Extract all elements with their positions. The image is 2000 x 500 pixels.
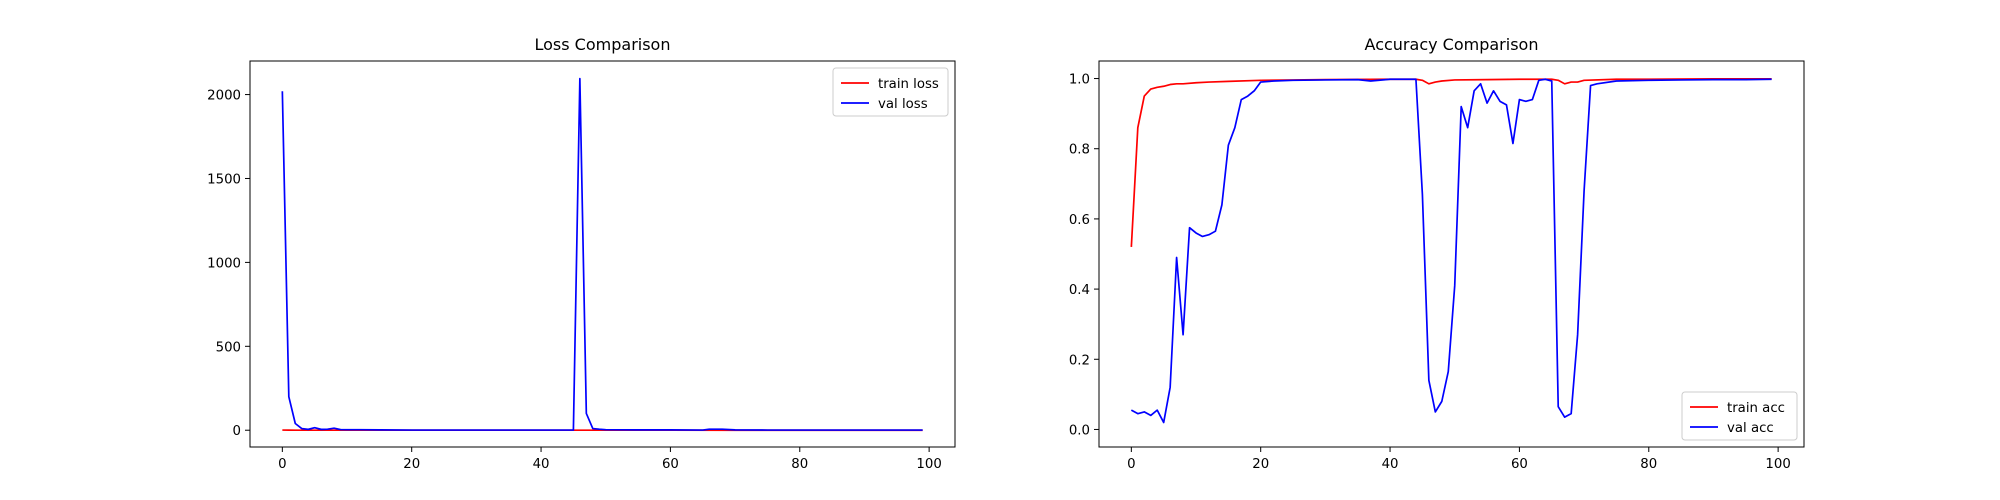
plot-frame	[1098, 60, 1805, 448]
x-tick-label: 20	[403, 457, 420, 472]
y-tick-label: 1.0	[1069, 73, 1090, 88]
x-tick-label: 100	[916, 457, 941, 472]
x-tick-label: 80	[791, 457, 808, 472]
accuracy-chart: Accuracy Comparison 0 20 40 60 80 100 0.0 0.2 0.4…	[1069, 35, 1805, 472]
y-tick-label: 0.4	[1069, 283, 1090, 298]
x-tick-label: 100	[1765, 457, 1790, 472]
y-tick-label: 0	[233, 424, 241, 439]
y-tick-label: 0.0	[1069, 423, 1090, 438]
series-line-train-acc	[1130, 78, 1772, 248]
x-tick-label: 40	[1382, 457, 1399, 472]
y-tick-label: 1000	[207, 256, 241, 271]
x-tick-label: 0	[1127, 457, 1135, 472]
y-tick-label: 2000	[207, 89, 241, 104]
legend-label: train acc	[1727, 401, 1785, 416]
legend: train loss val loss	[832, 67, 949, 117]
legend-box	[832, 67, 949, 117]
y-tick-label: 500	[216, 340, 241, 355]
y-tick-label: 0.6	[1069, 213, 1090, 228]
x-tick-label: 40	[533, 457, 550, 472]
x-tick-label: 60	[662, 457, 679, 472]
series-line-val-loss	[281, 77, 923, 431]
x-tick-label: 60	[1511, 457, 1528, 472]
x-tick-label: 80	[1640, 457, 1657, 472]
y-tick-label: 0.2	[1069, 353, 1090, 368]
legend-box	[1681, 391, 1798, 441]
legend-label: val acc	[1727, 421, 1774, 436]
legend-label: val loss	[878, 97, 928, 112]
x-tick-label: 0	[278, 457, 286, 472]
legend: train acc val acc	[1681, 391, 1798, 441]
chart-title: Accuracy Comparison	[1365, 35, 1539, 54]
x-tick-label: 20	[1252, 457, 1269, 472]
y-tick-label: 0.8	[1069, 143, 1090, 158]
series-line-val-acc	[1130, 78, 1772, 424]
plot-frame	[249, 60, 956, 448]
y-tick-label: 1500	[207, 172, 241, 187]
chart-title: Loss Comparison	[535, 35, 671, 54]
legend-label: train loss	[878, 77, 939, 92]
